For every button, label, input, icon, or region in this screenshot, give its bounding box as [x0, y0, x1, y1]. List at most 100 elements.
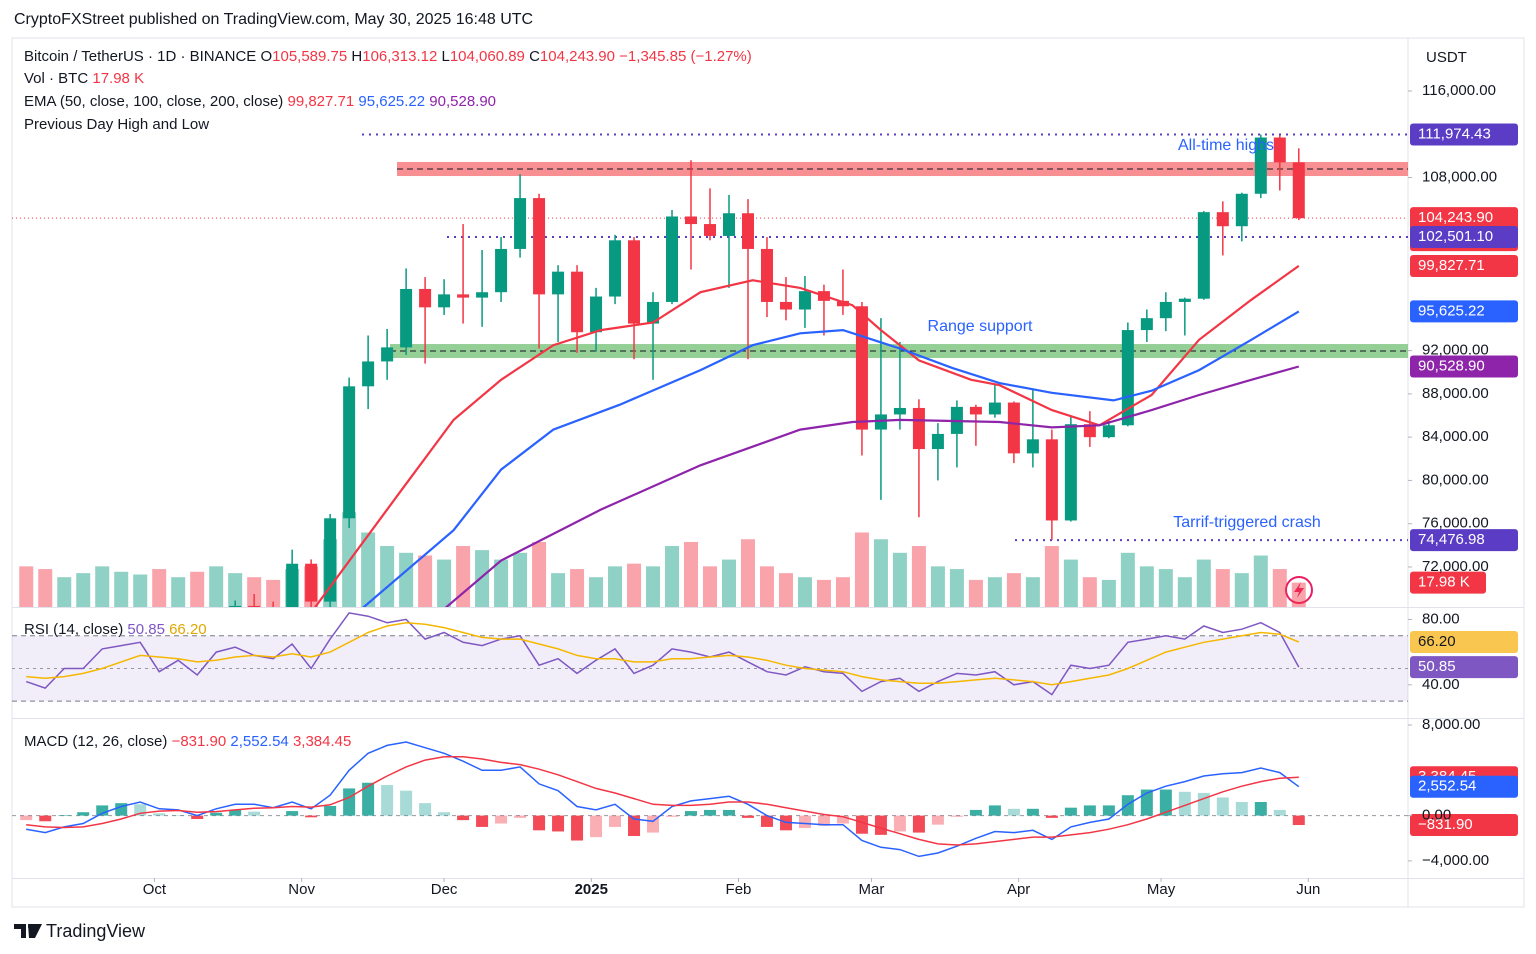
candle-body [305, 563, 318, 602]
volume-bar [873, 539, 888, 607]
frame [11, 37, 1525, 908]
macd-hist-bar [1045, 815, 1058, 818]
candle-body [267, 617, 279, 621]
candle-body [1292, 162, 1305, 219]
volume-bar [418, 555, 433, 607]
volume-bar [1082, 577, 1097, 607]
volume-bar [930, 566, 945, 607]
volume-bar [209, 566, 224, 607]
candle-body [798, 291, 811, 310]
ema-line [444, 365, 1300, 607]
macd-hist-bar [893, 815, 906, 832]
pane [12, 741, 1408, 858]
macd-hist-bar [381, 785, 394, 816]
volume-bar [703, 566, 717, 607]
candle-body [836, 300, 849, 307]
macd-hist-bar [229, 809, 242, 816]
brand-logo-dot [28, 924, 34, 930]
volume-bar [1272, 569, 1287, 607]
macd-hist-bar [39, 815, 52, 822]
candle-body [533, 198, 546, 295]
candle-body [457, 294, 470, 298]
candle-body [988, 402, 1001, 415]
volume-bar [949, 569, 964, 607]
price-badge [1410, 814, 1518, 837]
macd-hist-bar [798, 815, 811, 829]
price-badge-label: 111,974.43 [1418, 126, 1491, 143]
macd-hist-bar [495, 815, 508, 824]
macd-hist-bar [552, 815, 565, 832]
macd-hist-bar [305, 815, 318, 818]
macd-hist-bar [836, 815, 849, 824]
candle-body [760, 248, 773, 302]
price-badge [1410, 529, 1518, 552]
candle-body [628, 240, 641, 324]
macd-hist-bar [533, 815, 546, 831]
macd-hist-bar [760, 815, 773, 827]
price-badge-label: 66.20 [1418, 633, 1456, 650]
macd-hist-bar [1292, 815, 1305, 826]
price-badge [1410, 123, 1518, 146]
volume-bar [1063, 559, 1078, 607]
annotation: All-time highs [1178, 137, 1274, 154]
volume-bar [911, 546, 926, 607]
macd-hist-bar [419, 803, 432, 816]
macd-hist-bar [1140, 789, 1153, 816]
price-badge-label: 90,528.90 [1418, 358, 1485, 375]
volume-bar [437, 559, 452, 607]
candle-body [704, 224, 716, 236]
price-badge-label: 99,827.71 [1418, 257, 1485, 274]
ema-title: EMA (50, close, 100, close, 200, close) [24, 93, 283, 110]
volume-bar [247, 577, 262, 607]
macd-hist-bar [58, 815, 71, 816]
x-tick-label: Nov [288, 881, 315, 898]
volume-bar [816, 579, 831, 607]
legend-volume: Vol · BTC 17.98 K [24, 70, 144, 87]
volume-bar [133, 574, 148, 607]
x-tick-label: Feb [726, 881, 752, 898]
price-badge [1410, 226, 1518, 249]
candle-body [77, 716, 89, 717]
alert-icon-bolt [1294, 582, 1304, 598]
macd-hist-bar [874, 815, 887, 835]
ohlc-key: L [441, 48, 449, 65]
volume-bar [456, 546, 471, 607]
macd-hist-bar [1235, 802, 1248, 816]
macd-hist-bar [134, 804, 147, 816]
ohlc-key: C [529, 48, 540, 65]
y-tick-label: 80,000.00 [1422, 471, 1489, 488]
macd-hist-bar [1197, 792, 1210, 816]
macd-hist-bar [931, 815, 944, 825]
macd-hist-bar [1178, 791, 1191, 816]
volume-bar [532, 541, 547, 607]
volume-bar [968, 579, 983, 607]
volume-bar [627, 563, 642, 607]
price-badge [1410, 254, 1518, 277]
volume-bar [1044, 546, 1059, 607]
ema-value: 95,625.22 [358, 93, 425, 110]
x-tick-label: Jun [1296, 881, 1320, 898]
candle-body [741, 213, 754, 249]
candle-body [1216, 212, 1229, 227]
candle-body [1007, 402, 1020, 454]
candle-body [381, 347, 394, 362]
y-tick-label: 8,000.00 [1422, 716, 1480, 733]
ema-value: 99,827.71 [287, 93, 354, 110]
volume-bar [228, 573, 243, 607]
y-tick-label: 108,000.00 [1422, 169, 1497, 186]
ohlc-value: 106,313.12 [362, 48, 437, 65]
candle-body [438, 294, 451, 308]
ohlc-key: O [260, 48, 272, 65]
volume-bar [190, 571, 205, 607]
macd-hist-bar [1273, 809, 1286, 816]
candle-body [1197, 212, 1210, 299]
macd-hist-bar [362, 782, 375, 816]
change: −1,345.85 (−1.27%) [619, 48, 752, 65]
volume-bar [399, 552, 414, 607]
macd-hist-bar [210, 812, 223, 816]
candle-body [647, 301, 660, 324]
volume-bar [1253, 555, 1268, 607]
volume-bar [266, 579, 281, 607]
x-tick-label: 2025 [575, 881, 608, 898]
x-tick-label: Apr [1007, 881, 1030, 898]
